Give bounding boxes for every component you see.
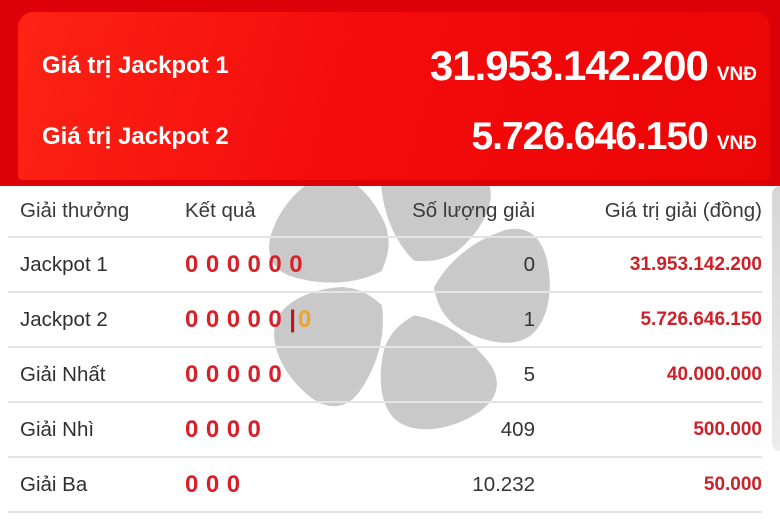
prize-value: 50.000 xyxy=(703,473,762,495)
winner-count: 0 xyxy=(523,252,535,276)
prize-name: Jackpot 2 xyxy=(20,307,108,331)
jackpot2-value-group: 5.726.646.150 VNĐ xyxy=(471,115,757,159)
header-value: Giá trị giải (đồng) xyxy=(604,199,762,222)
bonus-digit: 0 xyxy=(297,305,319,333)
table-row-first-prize: Giải Nhất 00000 5 40.000.000 xyxy=(8,348,762,403)
prize-value: 40.000.000 xyxy=(666,363,762,385)
jackpot1-row: Giá trị Jackpot 1 31.953.142.200 VNĐ xyxy=(42,36,757,96)
jackpot1-value: 31.953.142.200 xyxy=(429,42,709,89)
header-result: Kết quả xyxy=(185,199,256,222)
prize-name: Jackpot 1 xyxy=(20,252,108,276)
winner-count: 10.232 xyxy=(472,472,535,496)
results-table: Giải thưởng Kết quả Số lượng giải Giá tr… xyxy=(0,186,780,527)
result-cell: 0000 xyxy=(185,416,397,444)
result-digits: 000 xyxy=(185,470,248,498)
jackpot1-value-group: 31.953.142.200 VNĐ xyxy=(430,42,757,90)
result-cell: 00000|0 xyxy=(185,306,397,334)
prize-name: Giải Nhì xyxy=(20,417,95,441)
prize-value: 5.726.646.150 xyxy=(640,308,762,330)
result-digits: 00000 xyxy=(185,360,290,388)
prize-name: Giải Ba xyxy=(20,472,88,496)
watermark-edge-fragment xyxy=(772,186,780,451)
result-digits: 000000 xyxy=(185,250,311,278)
table-row-third-prize: Giải Ba 000 10.232 50.000 xyxy=(8,458,762,513)
jackpot-banner: Giá trị Jackpot 1 31.953.142.200 VNĐ Giá… xyxy=(0,0,780,186)
winner-count: 409 xyxy=(500,417,535,441)
digit-separator: | xyxy=(289,305,298,333)
table-row-jackpot2: Jackpot 2 00000|0 1 5.726.646.150 xyxy=(8,293,762,348)
result-digits: 0000 xyxy=(185,415,269,443)
prize-value: 500.000 xyxy=(693,418,762,440)
table-row-jackpot1: Jackpot 1 000000 0 31.953.142.200 xyxy=(8,238,762,293)
jackpot-banner-panel: Giá trị Jackpot 1 31.953.142.200 VNĐ Giá… xyxy=(18,12,770,180)
table-row-second-prize: Giải Nhì 0000 409 500.000 xyxy=(8,403,762,458)
header-count: Số lượng giải xyxy=(412,199,535,222)
jackpot1-label: Giá trị Jackpot 1 xyxy=(42,52,229,79)
result-cell: 00000 xyxy=(185,361,397,389)
jackpot2-value: 5.726.646.150 xyxy=(471,115,708,158)
jackpot2-currency: VNĐ xyxy=(716,133,757,154)
jackpot1-currency: VNĐ xyxy=(716,64,757,85)
winner-count: 5 xyxy=(523,362,535,386)
result-cell: 000 xyxy=(185,471,397,499)
table-header-row: Giải thưởng Kết quả Số lượng giải Giá tr… xyxy=(8,186,762,238)
result-digits: 00000 xyxy=(185,305,290,333)
jackpot2-label: Giá trị Jackpot 2 xyxy=(42,123,229,150)
winner-count: 1 xyxy=(523,307,535,331)
result-cell: 000000 xyxy=(185,251,397,279)
prize-name: Giải Nhất xyxy=(20,362,106,386)
header-prize: Giải thưởng xyxy=(20,199,130,222)
jackpot2-row: Giá trị Jackpot 2 5.726.646.150 VNĐ xyxy=(42,107,757,167)
prize-value: 31.953.142.200 xyxy=(629,253,762,275)
